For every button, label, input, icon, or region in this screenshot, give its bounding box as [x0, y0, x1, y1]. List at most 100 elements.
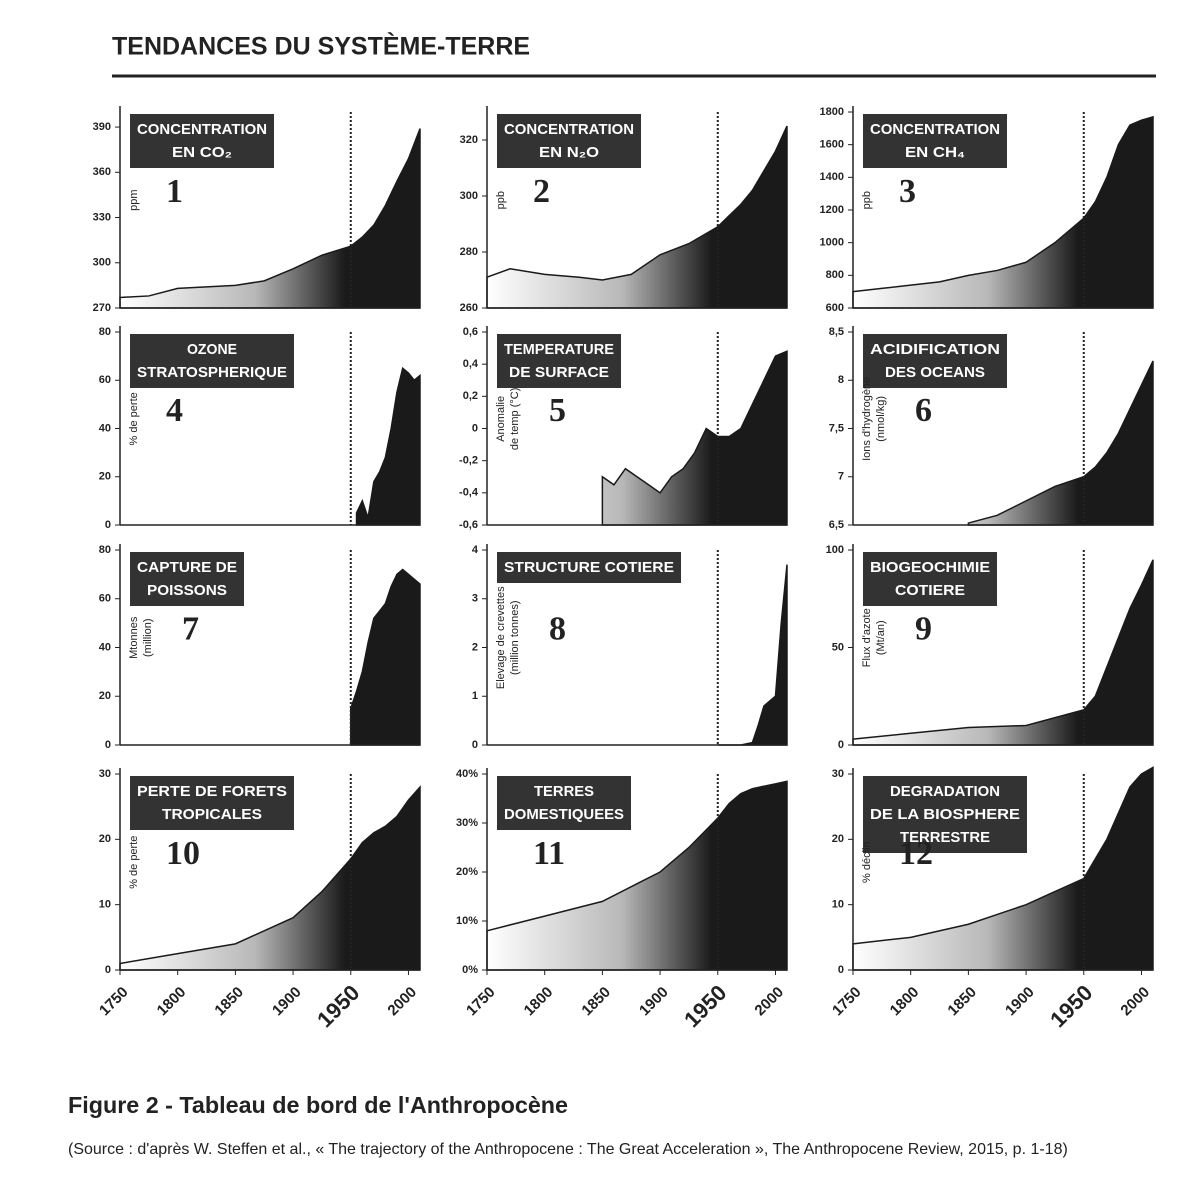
y-tick-label: 390 — [93, 121, 111, 133]
y-tick-label: 50 — [832, 641, 844, 653]
panel-title: DOMESTIQUEES — [504, 806, 624, 823]
y-tick-label: 0 — [105, 739, 111, 751]
y-tick-label: 360 — [93, 166, 111, 178]
y-tick-label: 1800 — [820, 106, 844, 118]
title-box — [497, 776, 631, 830]
y-tick-label: 30 — [99, 768, 111, 780]
y-tick-label: 1000 — [820, 237, 844, 249]
panel-number: 9 — [915, 611, 932, 648]
panel-number: 3 — [899, 173, 916, 210]
panel-title: TROPICALES — [162, 806, 262, 823]
x-tick-label: 1850 — [944, 984, 980, 1020]
y-tick-label: 40 — [99, 641, 111, 653]
caption-title: Figure 2 - Tableau de bord de l'Anthropo… — [68, 1092, 568, 1118]
y-tick-label: 20 — [99, 690, 111, 702]
y-tick-label: 10% — [456, 915, 478, 927]
x-tick-label: 1900 — [269, 984, 305, 1020]
panel-title: EN N₂O — [539, 144, 599, 161]
page-title: TENDANCES DU SYSTÈME-TERRE — [112, 32, 530, 61]
y-tick-label: 100 — [826, 544, 844, 556]
y-tick-label: 30% — [456, 817, 478, 829]
panel-title: POISSONS — [147, 582, 227, 599]
y-axis-label: (million tonnes) — [509, 600, 521, 675]
panel-title: PERTE DE FORETS — [137, 783, 287, 800]
title-box — [497, 334, 621, 388]
y-axis-label: (million) — [142, 619, 154, 658]
y-tick-label: 280 — [460, 246, 478, 258]
y-tick-label: -0,4 — [459, 487, 479, 499]
panel-title: DE LA BIOSPHERE — [870, 806, 1020, 823]
title-box — [130, 776, 294, 830]
y-tick-label: 800 — [826, 269, 844, 281]
y-tick-label: 7,5 — [829, 422, 844, 434]
x-tick-label: 1800 — [154, 984, 190, 1020]
x-tick-label: 1950 — [1045, 980, 1097, 1032]
y-tick-label: 0,2 — [463, 390, 478, 402]
y-axis-label: % déclin — [861, 841, 873, 883]
y-axis-label: % de perte — [128, 392, 140, 445]
y-tick-label: 6,5 — [829, 519, 844, 531]
y-axis-label: Ions d'hydrogène — [861, 377, 873, 461]
title-box — [497, 552, 681, 583]
x-tick-label: 1950 — [679, 980, 731, 1032]
panel-title: CONCENTRATION — [504, 121, 634, 138]
panel-number: 6 — [915, 392, 932, 429]
area — [852, 559, 1154, 746]
y-tick-label: 60 — [99, 374, 111, 386]
y-tick-label: 80 — [99, 326, 111, 338]
y-tick-label: 10 — [832, 899, 844, 911]
y-axis-label: (Mt/an) — [875, 620, 887, 655]
title-box — [130, 334, 294, 388]
y-axis-label: de temp (°C) — [509, 388, 521, 450]
x-tick-label: 1900 — [1002, 984, 1038, 1020]
x-tick-label: 2000 — [1117, 984, 1153, 1020]
area — [852, 115, 1154, 309]
area — [601, 350, 788, 526]
y-axis-label: Mtonnes — [128, 616, 140, 659]
panel-number: 11 — [533, 835, 565, 872]
area — [486, 780, 788, 971]
panel-number: 4 — [166, 392, 183, 429]
panel-title: DEGRADATION — [890, 783, 1000, 800]
y-tick-label: 20 — [99, 833, 111, 845]
y-tick-label: 600 — [826, 302, 844, 314]
y-axis-label: Flux d'azote — [861, 608, 873, 667]
title-box — [497, 114, 641, 168]
y-tick-label: 330 — [93, 211, 111, 223]
panel-title: STRATOSPHERIQUE — [137, 364, 287, 381]
panel-number: 5 — [549, 392, 566, 429]
y-tick-label: 0 — [105, 964, 111, 976]
y-tick-label: 1 — [472, 690, 478, 702]
y-tick-label: 0 — [472, 739, 478, 751]
panel-number: 10 — [166, 835, 200, 872]
title-box — [863, 552, 997, 606]
y-tick-label: 1200 — [820, 204, 844, 216]
x-tick-label: 2000 — [751, 984, 787, 1020]
area — [486, 125, 788, 309]
panel-title: CAPTURE DE — [137, 559, 237, 576]
panel-title: CONCENTRATION — [137, 121, 267, 138]
y-tick-label: 7 — [838, 471, 844, 483]
x-tick-label: 1900 — [636, 984, 672, 1020]
y-tick-label: 80 — [99, 544, 111, 556]
title-box — [863, 334, 1007, 388]
y-tick-label: 20% — [456, 866, 478, 878]
panel-title: DE SURFACE — [509, 364, 609, 381]
area — [355, 366, 421, 526]
area — [119, 128, 421, 309]
y-axis-label: % de perte — [128, 836, 140, 889]
panel-number: 1 — [166, 173, 183, 210]
x-tick-label: 1850 — [211, 984, 247, 1020]
panel-title: EN CH₄ — [905, 144, 965, 161]
title-box — [130, 114, 274, 168]
y-tick-label: 8,5 — [829, 326, 844, 338]
y-tick-label: 2 — [472, 641, 478, 653]
panel-title: CONCENTRATION — [870, 121, 1000, 138]
y-tick-label: 0 — [472, 422, 478, 434]
y-tick-label: 300 — [460, 190, 478, 202]
y-tick-label: 0 — [105, 519, 111, 531]
y-tick-label: 0,4 — [463, 358, 479, 370]
y-tick-label: 40 — [99, 422, 111, 434]
y-tick-label: 20 — [832, 833, 844, 845]
